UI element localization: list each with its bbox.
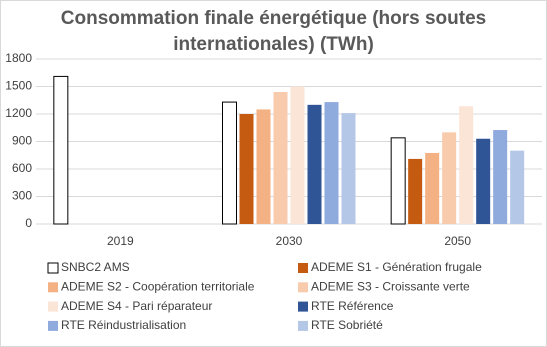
- y-tick-label: 1200: [5, 106, 32, 120]
- bar: [459, 106, 474, 224]
- bar: [408, 158, 423, 224]
- bar: [324, 102, 339, 224]
- legend-label: ADEME S4 - Pari réparateur: [61, 299, 212, 313]
- legend-label: RTE Sobriété: [311, 318, 383, 332]
- bar: [425, 152, 440, 224]
- legend-swatch: [298, 263, 308, 273]
- legend-swatch: [298, 320, 308, 331]
- bar: [476, 138, 491, 224]
- legend-label: ADEME S3 - Croissante verte: [311, 279, 470, 293]
- y-tick-label: 1800: [5, 51, 32, 65]
- x-tick-label: 2019: [107, 234, 134, 248]
- y-tick-label: 600: [12, 161, 32, 175]
- bar: [510, 150, 525, 224]
- y-tick-label: 1500: [5, 79, 32, 93]
- y-tick-label: 900: [12, 134, 32, 148]
- legend-label: ADEME S2 - Coopération territoriale: [61, 279, 255, 293]
- bar: [442, 132, 457, 224]
- legend-label: ADEME S1 - Génération frugale: [311, 260, 482, 274]
- bar: [53, 75, 69, 225]
- bar: [290, 86, 305, 224]
- bar: [239, 114, 254, 224]
- legend-swatch: [48, 282, 58, 293]
- bar: [493, 130, 508, 224]
- bar: [390, 137, 406, 225]
- bar: [307, 104, 322, 224]
- bar: [273, 92, 288, 224]
- legend-swatch: [48, 301, 58, 312]
- legend-swatch: [298, 301, 308, 312]
- legend-label: SNBC2 AMS: [61, 260, 130, 274]
- bar: [341, 113, 356, 224]
- legend-swatch: [47, 262, 59, 274]
- x-tick-label: 2030: [276, 234, 303, 248]
- legend-label: RTE Référence: [311, 299, 394, 313]
- legend-label: RTE Réindustrialisation: [61, 318, 186, 332]
- legend-swatch: [48, 320, 58, 331]
- x-tick-label: 2050: [444, 234, 471, 248]
- bar: [222, 101, 237, 225]
- y-tick-label: 300: [12, 189, 32, 203]
- y-tick-label: 0: [25, 216, 32, 230]
- bar: [256, 109, 271, 224]
- chart-title: Consommation finale énergétique (hors so…: [60, 8, 487, 55]
- legend-swatch: [298, 282, 308, 293]
